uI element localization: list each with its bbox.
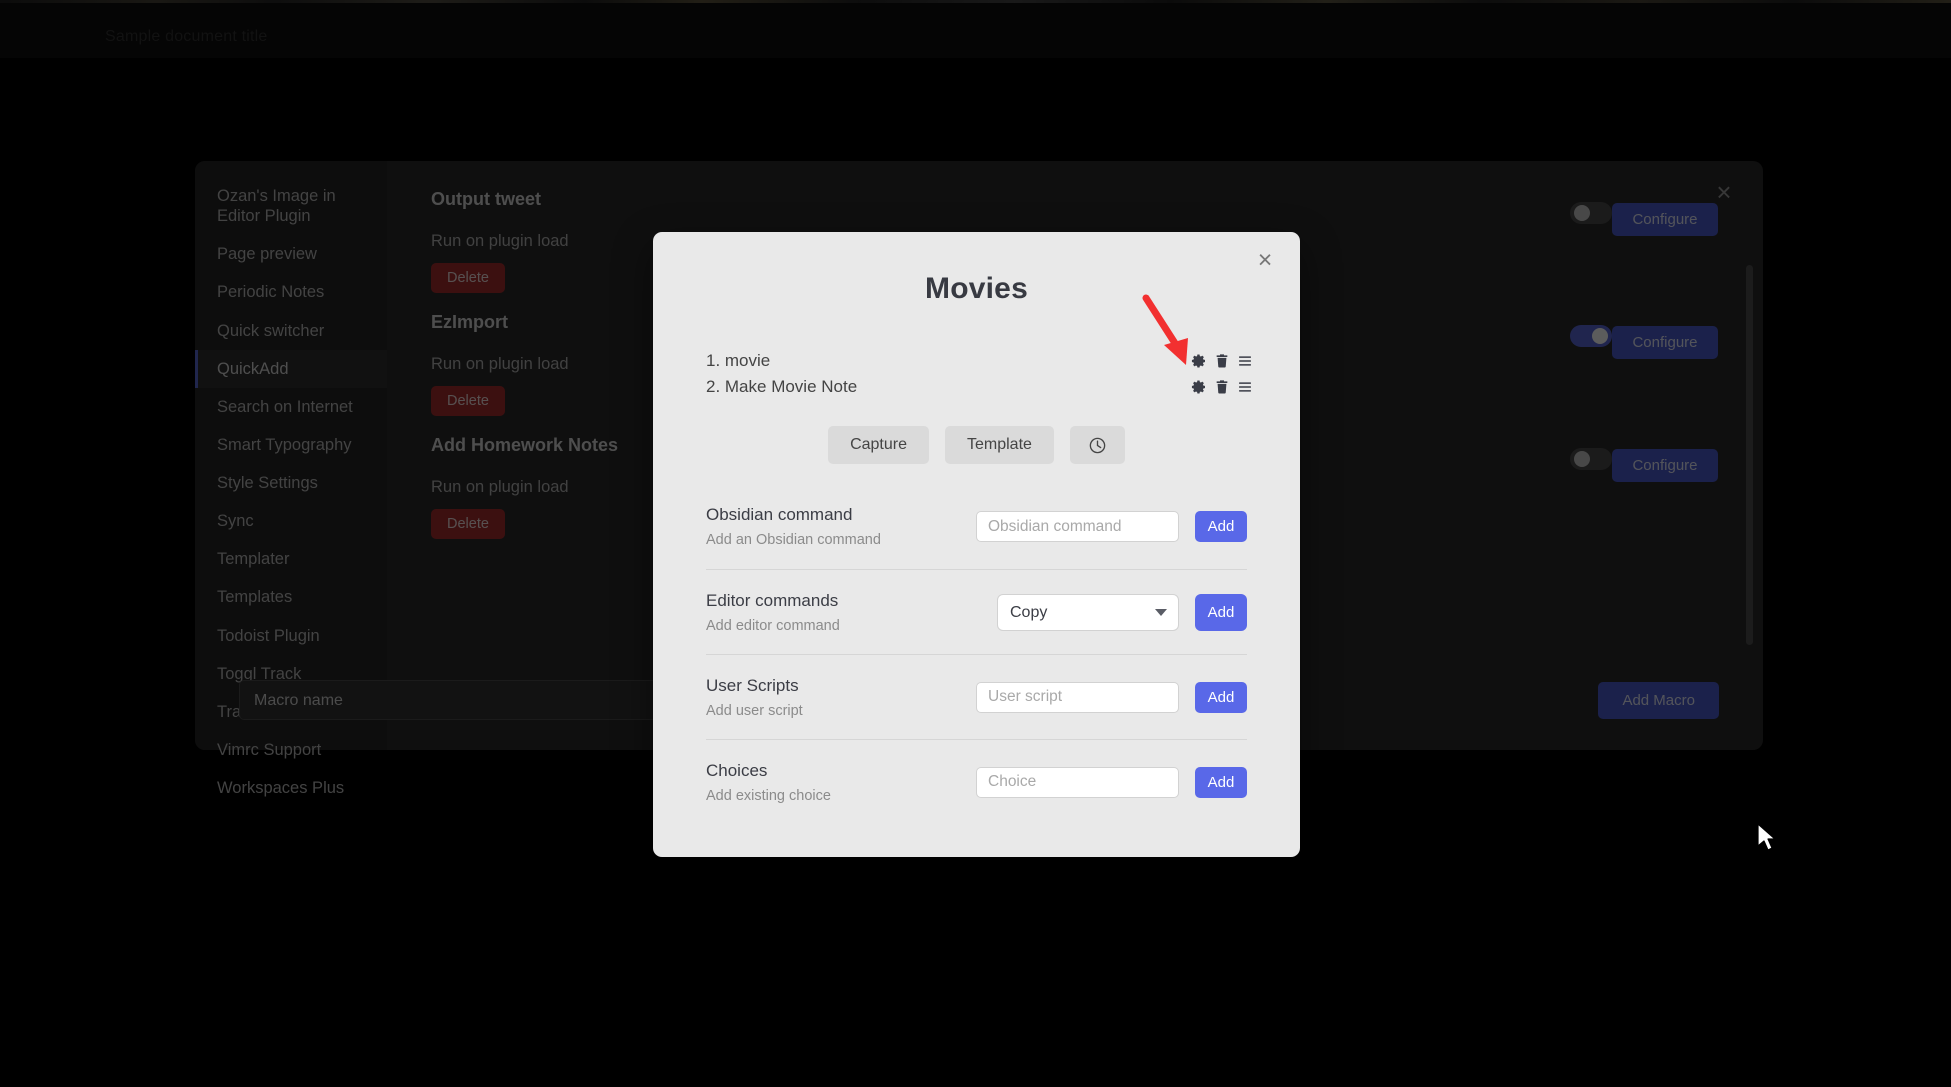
obsidian-command-add-button[interactable]: Add [1195, 511, 1247, 542]
setting-row-control: CopyCutPasteUndoRedo Add [906, 593, 1247, 631]
user-scripts-add-button[interactable]: Add [1195, 681, 1247, 713]
choice-title: Add Homework Notes [431, 435, 619, 455]
template-button[interactable]: Template [945, 426, 1054, 464]
obsidian-command-input[interactable] [976, 511, 1179, 542]
user-scripts-input[interactable] [976, 681, 1179, 713]
editor-commands-add-button[interactable]: Add [1195, 593, 1247, 631]
choice-controls: Configure [1569, 312, 1719, 359]
configure-button[interactable]: Configure [1612, 203, 1718, 236]
choice-row: EzImport Run on plugin load Delete Configur… [431, 312, 1719, 435]
choice-subtitle: Run on plugin load [431, 478, 569, 496]
delete-button[interactable]: Delete [431, 509, 505, 539]
setting-row-labels: User Scripts Add user script [706, 676, 906, 719]
app-titlebar: Sample document title [0, 0, 1951, 58]
command-label: 1. movie [706, 351, 771, 370]
sidebar-item-todoist-plugin[interactable]: Todoist Plugin [217, 626, 320, 645]
add-macro-button[interactable]: Add Macro [1598, 681, 1719, 719]
choices-input[interactable] [976, 766, 1179, 798]
gear-icon[interactable] [1191, 353, 1207, 369]
settings-close-icon[interactable]: × [1716, 177, 1732, 207]
choice-toggle[interactable] [1570, 202, 1613, 224]
setting-row-desc: Add user script [706, 702, 803, 719]
command-list: 1. movie 2. Make Movie Note [653, 348, 1300, 400]
close-icon[interactable]: × [1257, 245, 1273, 274]
setting-row-name: Editor commands [706, 590, 839, 610]
command-actions [1191, 353, 1253, 369]
setting-row-labels: Choices Add existing choice [706, 761, 906, 804]
titlebar-grain [0, 0, 1951, 3]
setting-row-control: Add [906, 681, 1247, 713]
delete-button[interactable]: Delete [431, 263, 505, 293]
list-item[interactable]: 1. movie [706, 348, 1253, 374]
menu-icon[interactable] [1237, 379, 1253, 395]
choice-subtitle: Run on plugin load [431, 355, 569, 373]
delete-button[interactable]: Delete [431, 386, 505, 416]
command-label: 2. Make Movie Note [706, 377, 858, 396]
sidebar-item-quick-switcher[interactable]: Quick switcher [217, 321, 325, 340]
sidebar-item-smart-typography[interactable]: Smart Typography [217, 435, 352, 454]
choice-title: EzImport [431, 312, 509, 332]
command-actions [1191, 379, 1253, 395]
choice-controls: Configure [1569, 189, 1719, 236]
sidebar-item-page-preview[interactable]: Page preview [217, 245, 317, 264]
choices-add-button[interactable]: Add [1195, 766, 1247, 798]
sidebar-item-ozan-s-image-in-editor-plugin[interactable]: Ozan's Image in Editor Plugin [217, 187, 336, 226]
sidebar-item-quickadd[interactable]: QuickAdd [195, 349, 387, 388]
configure-button[interactable]: Configure [1612, 449, 1718, 482]
choice-row: Add Homework Notes Run on plugin load Dele… [431, 435, 1719, 558]
settings-sidebar: Ozan's Image in Editor Plugin Page previe… [195, 161, 387, 797]
setting-row: User Scripts Add user script Add [706, 654, 1247, 739]
action-button-row: Capture Template [653, 426, 1300, 464]
editor-commands-select-wrap: CopyCutPasteUndoRedo [997, 593, 1179, 631]
choice-toggle[interactable] [1570, 325, 1613, 347]
sidebar-item-templater[interactable]: Templater [217, 550, 290, 569]
sidebar-item-style-settings[interactable]: Style Settings [217, 474, 318, 492]
setting-row: Obsidian command Add an Obsidian command A… [706, 484, 1247, 569]
sidebar-item-workspaces-plus[interactable]: Workspaces Plus [217, 779, 345, 797]
list-item[interactable]: 2. Make Movie Note [706, 374, 1253, 400]
choice-row: Output tweet Run on plugin load Delete Conf… [431, 189, 1719, 312]
choice-subtitle: Run on plugin load [431, 232, 569, 250]
movies-modal: × Movies 1. movie 2. Make Movie Note Capt… [653, 232, 1300, 857]
setting-row-desc: Add an Obsidian command [706, 532, 881, 548]
sidebar-item-toggl-track[interactable]: Toggl Track [217, 664, 302, 683]
sidebar-item-sync[interactable]: Sync [217, 512, 254, 531]
setting-row-name: Choices [706, 760, 768, 780]
menu-icon[interactable] [1237, 353, 1253, 369]
configure-button[interactable]: Configure [1612, 326, 1718, 359]
choice-title: Output tweet [431, 189, 541, 209]
setting-row-labels: Editor commands Add editor command [706, 591, 906, 634]
setting-row-name: User Scripts [706, 675, 799, 695]
setting-row-desc: Add editor command [706, 617, 840, 634]
clock-icon [1089, 437, 1106, 453]
sidebar-item-templates[interactable]: Templates [217, 588, 293, 607]
setting-row-labels: Obsidian command Add an Obsidian command [706, 505, 906, 548]
setting-row: Choices Add existing choice Add [706, 739, 1247, 824]
setting-row-control: Add [906, 766, 1247, 798]
setting-row-control: Add [906, 511, 1247, 542]
trash-icon[interactable] [1214, 353, 1230, 369]
sidebar-item-search-on-internet[interactable]: Search on Internet [217, 397, 353, 416]
setting-row-desc: Add existing choice [706, 787, 831, 804]
sidebar-item-vimrc-support[interactable]: Vimrc Support [217, 740, 322, 759]
choice-toggle[interactable] [1570, 448, 1613, 470]
page-title: Movies [925, 272, 1028, 305]
settings-scrollbar[interactable] [1746, 265, 1753, 645]
setting-row: Editor commands Add editor command CopyCut… [706, 569, 1247, 654]
trash-icon[interactable] [1214, 379, 1230, 395]
sidebar-item-periodic-notes[interactable]: Periodic Notes [217, 283, 325, 302]
capture-button[interactable]: Capture [828, 426, 929, 464]
settings-body: Output tweet Run on plugin load Delete Conf… [387, 161, 1763, 750]
settings-rows: Obsidian command Add an Obsidian command A… [653, 484, 1300, 824]
setting-row-name: Obsidian command [706, 505, 853, 524]
gear-icon[interactable] [1191, 379, 1207, 395]
choice-controls: Configure [1569, 435, 1719, 482]
editor-commands-select[interactable]: CopyCutPasteUndoRedo [997, 593, 1179, 631]
app-titlebar-text: Sample document title [105, 28, 268, 45]
timer-button[interactable] [1069, 426, 1125, 464]
